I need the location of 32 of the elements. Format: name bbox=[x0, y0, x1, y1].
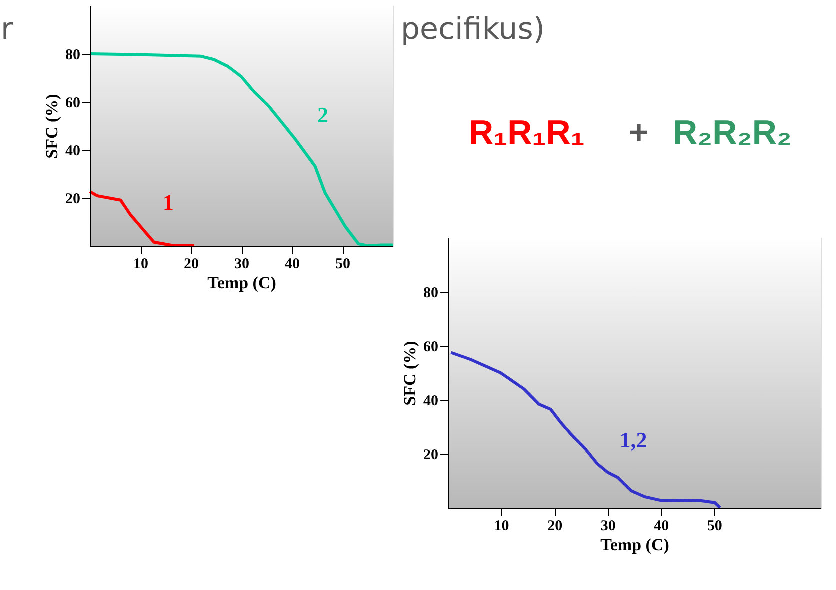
y-tick-label: 60 bbox=[66, 96, 80, 112]
x-axis-title: Temp (C) bbox=[600, 536, 670, 554]
y-tick-label: 40 bbox=[424, 394, 438, 410]
y-tick-label: 20 bbox=[66, 192, 80, 208]
series-label: 1,2 bbox=[620, 427, 648, 452]
series-label: 1 bbox=[163, 190, 174, 216]
x-tick-label: 20 bbox=[548, 518, 563, 534]
y-tick-label: 80 bbox=[424, 286, 438, 302]
y-tick-label: 60 bbox=[424, 340, 438, 356]
y-axis-title: SFC (%) bbox=[42, 94, 62, 159]
y-tick-label: 40 bbox=[66, 144, 80, 160]
x-tick-label: 50 bbox=[336, 256, 350, 272]
y-axis-title: SFC (%) bbox=[400, 341, 420, 406]
y-tick-label: 20 bbox=[424, 448, 438, 464]
y-tick-label: 80 bbox=[66, 48, 80, 64]
text: R₂R₂R₂ bbox=[673, 114, 792, 152]
x-tick-label: 40 bbox=[285, 256, 300, 272]
x-tick-label: 30 bbox=[234, 256, 250, 272]
text: pecifikus) bbox=[401, 12, 546, 47]
line-series bbox=[88, 190, 196, 248]
line-series bbox=[450, 351, 722, 510]
text: r bbox=[1, 12, 14, 47]
x-tick-label: 10 bbox=[134, 256, 148, 272]
series-label: 2 bbox=[318, 102, 329, 128]
text: R₁R₁R₁ bbox=[469, 114, 585, 152]
x-tick-label: 20 bbox=[184, 256, 199, 272]
x-tick-label: 50 bbox=[707, 518, 722, 534]
text: + bbox=[629, 114, 649, 152]
x-tick-label: 30 bbox=[600, 518, 616, 534]
x-axis-title: Temp (C) bbox=[208, 274, 276, 292]
x-tick-label: 10 bbox=[494, 518, 510, 534]
x-tick-label: 40 bbox=[654, 518, 670, 534]
